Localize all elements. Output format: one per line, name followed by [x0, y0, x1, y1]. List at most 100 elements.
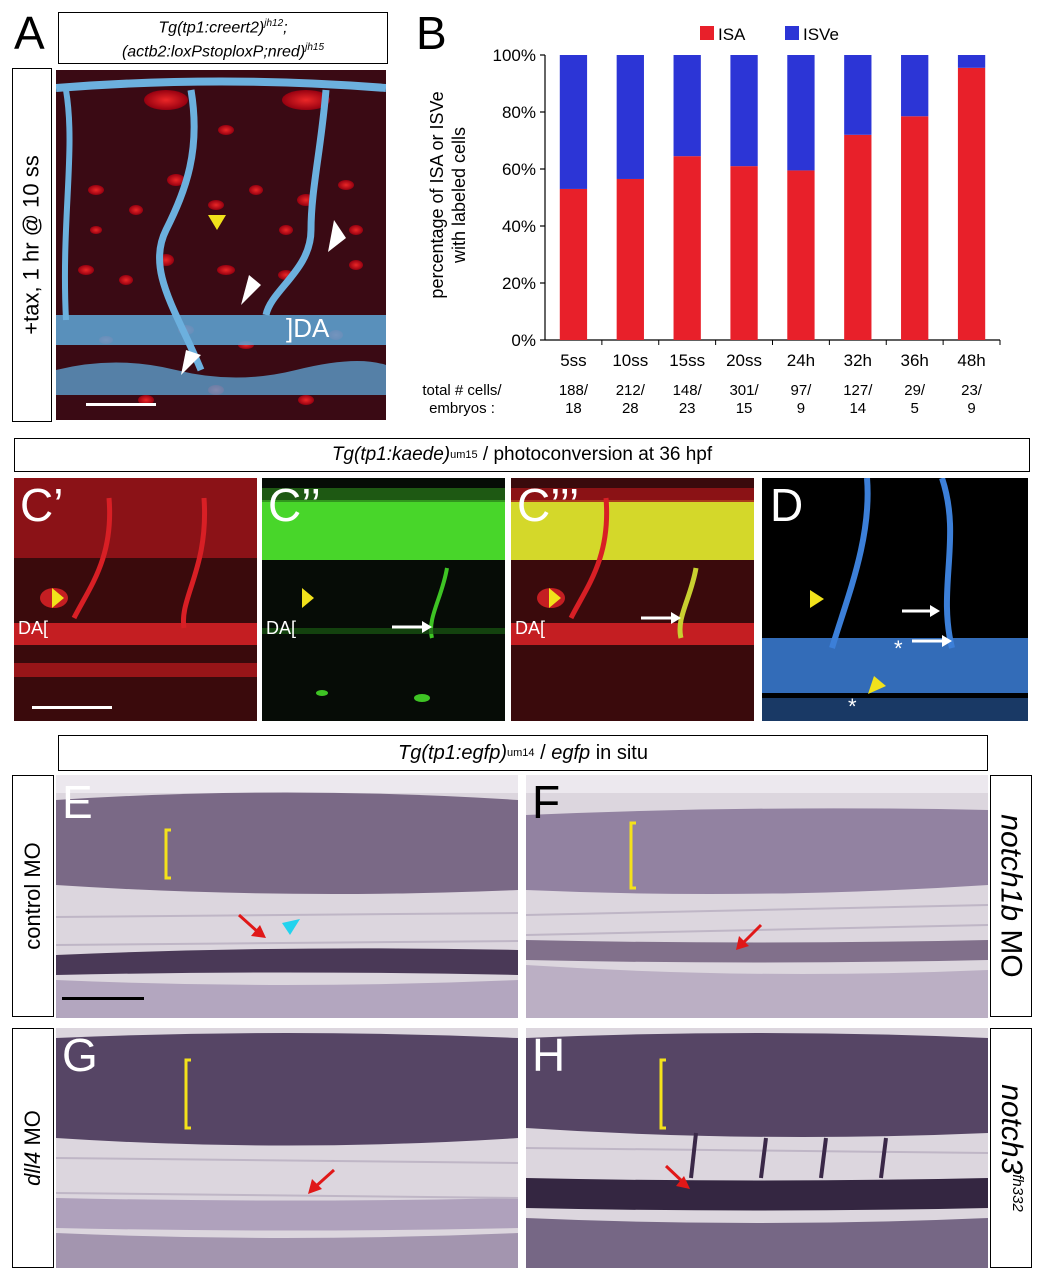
- bar-isve: [901, 55, 929, 117]
- panel-a-title-sep: ;: [283, 19, 288, 36]
- panel-f-side-text: notch1b MO: [994, 814, 1028, 977]
- panel-b-bottom-label-line2: embryos :: [429, 400, 495, 417]
- bar-isve: [673, 55, 701, 157]
- panel-a-scale-bar: [86, 403, 156, 406]
- panel-f-letter: F: [532, 776, 561, 828]
- panel-b-chart: percentage of ISA or ISVe with labeled c…: [422, 25, 1001, 417]
- bar-isa: [673, 156, 701, 340]
- x-tick-label: 32h: [844, 351, 872, 370]
- panel-c-scale-bar: [32, 706, 112, 709]
- panel-c3-da-label: DA[: [515, 618, 546, 638]
- panel-d-micrograph: * *: [762, 478, 1028, 721]
- count-embryos: 9: [797, 400, 805, 417]
- panel-c-title-sup: um15: [450, 449, 478, 461]
- panel-a-title-sup1: jh12: [264, 17, 284, 29]
- panel-g-side-label: dll4 MO: [12, 1028, 54, 1268]
- bar-isa: [616, 178, 644, 340]
- panel-f-rest: MO: [995, 921, 1028, 978]
- panel-c1-letter: C’: [20, 479, 64, 531]
- y-tick-label: 40%: [502, 217, 536, 236]
- count-cells: 23/: [961, 382, 983, 399]
- panel-e-image: E: [56, 775, 518, 1018]
- panel-c3-letter: C’’’: [517, 479, 580, 531]
- panel-c2-letter: C’’: [268, 479, 321, 531]
- bar-isa: [730, 166, 758, 340]
- panel-b-ylabel-line1: percentage of ISA or ISVe: [427, 91, 447, 298]
- x-tick-label: 24h: [787, 351, 815, 370]
- panel-e-side-text: control MO: [20, 842, 45, 950]
- panel-h-sup: fh332: [1009, 1174, 1026, 1212]
- panel-c1-da-label: DA[: [18, 618, 49, 638]
- panel-a-title-sup2: jh15: [305, 42, 325, 53]
- panel-g-side-text: dll4 MO: [20, 1110, 46, 1186]
- bar-isve: [787, 55, 815, 171]
- panel-h-side-text: notch3fh332: [994, 1084, 1028, 1212]
- count-embryos: 14: [849, 400, 866, 417]
- panel-b-ylabel-line2: with labeled cells: [449, 127, 469, 264]
- panel-b-letter: B: [416, 7, 447, 59]
- panel-e-title-rest: in situ: [590, 741, 648, 764]
- panel-h-side-label: notch3fh332: [990, 1028, 1032, 1268]
- legend-swatch-isve: [785, 26, 799, 40]
- count-cells: 97/: [791, 382, 813, 399]
- panel-a-title-gene1: Tg(tp1:creert2): [158, 19, 265, 36]
- count-cells: 29/: [904, 382, 926, 399]
- panel-d-image: * * D: [762, 478, 1028, 721]
- panel-a-da-label: ]DA: [286, 313, 330, 343]
- panel-c3-image: C’’’ DA[: [511, 478, 754, 721]
- count-embryos: 23: [679, 400, 696, 417]
- panel-a-title-box: Tg(tp1:creert2)jh12; (actb2:loxPstoploxP…: [58, 12, 388, 64]
- bar-isa: [559, 188, 588, 340]
- x-tick-label: 36h: [901, 351, 929, 370]
- panel-e-title-gene: Tg(tp1:egfp): [398, 741, 507, 764]
- bar-isa: [844, 134, 872, 340]
- panel-e-scale-bar: [62, 997, 144, 1000]
- count-embryos: 9: [967, 400, 975, 417]
- bar-isa: [901, 116, 929, 341]
- panel-e-micrograph: [56, 775, 518, 1018]
- y-tick-label: 80%: [502, 103, 536, 122]
- y-tick-label: 60%: [502, 160, 536, 179]
- panel-g-gene: dll4: [20, 1151, 45, 1186]
- panel-c-title-box: Tg(tp1:kaede) um15 / photoconversion at 3…: [14, 438, 1030, 472]
- y-tick-label: 20%: [502, 274, 536, 293]
- panel-c1-micrograph: [14, 478, 257, 721]
- panel-a-title-line1: Tg(tp1:creert2)jh12;: [158, 14, 287, 38]
- panel-e-title-gene2: egfp: [551, 741, 591, 764]
- panel-f-gene: notch1b: [995, 814, 1028, 922]
- legend-label-isa: ISA: [718, 25, 746, 44]
- panel-a-letter: A: [14, 7, 45, 59]
- bar-isa: [787, 170, 815, 340]
- x-tick-label: 10ss: [612, 351, 648, 370]
- panel-f-side-label: notch1b MO: [990, 775, 1032, 1017]
- legend-label-isve: ISVe: [803, 25, 839, 44]
- panel-c-title-rest: / photoconversion at 36 hpf: [477, 444, 713, 465]
- panel-a-micrograph: [56, 70, 386, 420]
- count-embryos: 28: [622, 400, 639, 417]
- bar-isve: [559, 55, 588, 189]
- count-cells: 188/: [559, 382, 589, 399]
- panel-c2-image: C’’ DA[: [262, 478, 505, 721]
- panel-c2-da-label: DA[: [266, 618, 297, 638]
- panel-a-side-label: +tax, 1 hr @ 10 ss: [12, 68, 52, 422]
- count-cells: 212/: [616, 382, 646, 399]
- panel-a-image: ]DA: [56, 70, 386, 420]
- x-tick-label: 5ss: [560, 351, 586, 370]
- panel-f-micrograph: [526, 775, 988, 1018]
- count-embryos: 15: [736, 400, 753, 417]
- panel-a-title-line2: (actb2:loxPstoploxP;nred)jh15: [122, 38, 324, 62]
- panel-e-title-sep: /: [534, 741, 552, 764]
- panel-c2-micrograph: [262, 478, 505, 721]
- panel-h-letter: H: [532, 1029, 566, 1081]
- panel-e-letter: E: [62, 776, 93, 828]
- panel-g-micrograph: [56, 1028, 518, 1268]
- panel-d-letter: D: [770, 479, 804, 531]
- panel-b-bottom-label-line1: total # cells/: [422, 382, 502, 399]
- panel-g-letter: G: [62, 1029, 98, 1081]
- svg-text:*: *: [848, 694, 857, 719]
- panel-h-gene: notch3: [995, 1084, 1028, 1175]
- panel-g-image: G: [56, 1028, 518, 1268]
- panel-f-image: F: [526, 775, 988, 1018]
- x-tick-label: 20ss: [726, 351, 762, 370]
- count-cells: 127/: [843, 382, 873, 399]
